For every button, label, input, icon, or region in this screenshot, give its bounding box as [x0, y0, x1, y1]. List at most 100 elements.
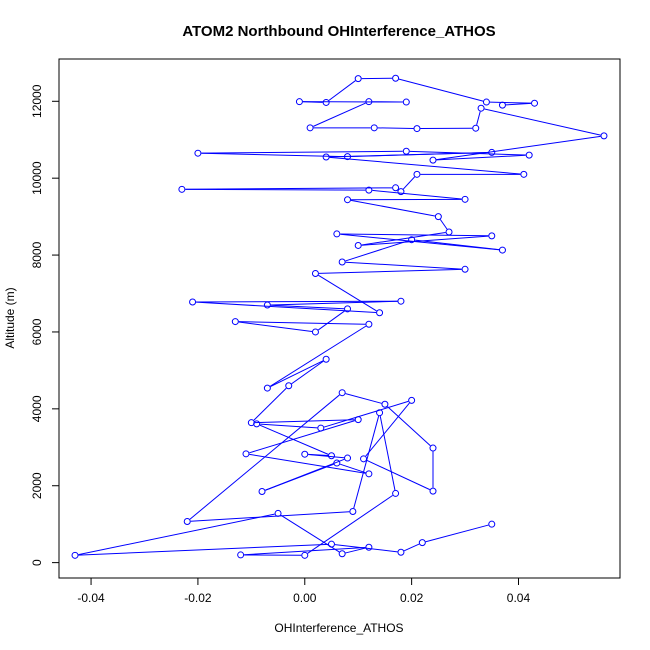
- data-point: [189, 298, 197, 306]
- data-point: [434, 213, 442, 221]
- series-line-segment: [377, 127, 414, 130]
- data-point: [338, 550, 346, 558]
- y-tick-label: 8000: [30, 241, 44, 268]
- data-point: [327, 452, 335, 460]
- series-line-segment: [318, 274, 377, 312]
- data-point: [344, 305, 352, 313]
- data-point: [365, 186, 373, 194]
- series-line-segment: [379, 416, 396, 491]
- series-line-segment: [372, 189, 462, 200]
- series-line-segment: [196, 300, 398, 303]
- series-line-segment: [238, 321, 313, 333]
- data-point: [413, 170, 421, 178]
- y-tick-label: 2000: [30, 472, 44, 499]
- y-tick-label: 10000: [30, 161, 44, 195]
- y-tick-label: 4000: [30, 395, 44, 422]
- series-line-segment: [340, 233, 489, 237]
- series-line-segment: [313, 102, 366, 127]
- series-line-segment: [238, 321, 366, 325]
- y-axis-label: Altitude (m): [3, 287, 17, 348]
- series-line-segment: [190, 511, 350, 522]
- series-line-segment: [345, 261, 462, 270]
- series-line-segment: [353, 415, 380, 509]
- series-line-segment: [249, 453, 366, 474]
- data-point: [402, 147, 410, 155]
- series-line-segment: [439, 219, 448, 230]
- data-point: [306, 124, 314, 132]
- series-line-segment: [324, 400, 409, 428]
- data-point: [397, 548, 405, 556]
- data-point: [317, 424, 325, 432]
- data-point: [344, 153, 352, 161]
- series-line-segment: [201, 150, 403, 154]
- series-line-segment: [196, 301, 377, 314]
- series-line-segment: [270, 300, 398, 306]
- series-line-segment: [280, 514, 340, 553]
- data-point: [488, 520, 496, 528]
- data-point: [392, 184, 400, 192]
- series-line-segment: [345, 547, 366, 554]
- data-point: [472, 124, 480, 132]
- series-line-segment: [78, 543, 329, 556]
- series-line-segment: [436, 154, 526, 161]
- series-line-segment: [307, 494, 393, 554]
- data-point: [322, 355, 330, 363]
- data-point: [376, 309, 384, 317]
- data-point: [242, 450, 250, 458]
- data-point: [327, 540, 335, 548]
- data-point: [520, 170, 528, 178]
- series-line-segment: [318, 310, 345, 331]
- data-point: [322, 98, 330, 106]
- data-point: [178, 185, 186, 193]
- series-line-segment: [270, 325, 367, 387]
- data-point: [392, 489, 400, 497]
- data-point: [498, 246, 506, 254]
- y-tick-label: 6000: [30, 318, 44, 345]
- data-point: [247, 419, 255, 427]
- data-point: [370, 124, 378, 132]
- data-point: [392, 74, 400, 82]
- series-line-segment: [398, 78, 484, 102]
- data-point: [194, 149, 202, 157]
- series-line-segment: [318, 268, 462, 274]
- data-point: [461, 195, 469, 203]
- series-line-segment: [345, 240, 409, 262]
- data-point: [311, 270, 319, 278]
- data-point: [338, 258, 346, 266]
- data-point: [418, 539, 426, 547]
- data-point: [365, 470, 373, 478]
- x-tick-label: 0.04: [507, 591, 531, 605]
- series-line-segment: [329, 156, 521, 175]
- series-line-segment: [185, 187, 393, 190]
- data-point: [333, 459, 341, 467]
- data-point: [498, 101, 506, 109]
- chart-title: ATOM2 Northbound OHInterference_ATHOS: [182, 23, 495, 40]
- series-line-segment: [350, 199, 435, 217]
- series-line-segment: [361, 235, 489, 246]
- data-point: [301, 551, 309, 559]
- data-point: [354, 416, 362, 424]
- x-tick-label: 0.00: [293, 591, 317, 605]
- data-point: [445, 228, 453, 236]
- series-line-segment: [340, 233, 500, 251]
- series-line-segment: [345, 393, 382, 404]
- series-line-segment: [489, 101, 532, 104]
- data-point: [531, 99, 539, 107]
- data-point: [354, 75, 362, 83]
- y-tick-label: 12000: [30, 84, 44, 118]
- x-tick-label: -0.04: [77, 591, 105, 605]
- series-line-segment: [425, 524, 489, 543]
- data-point: [258, 488, 266, 495]
- series-line-segment: [436, 135, 601, 161]
- data-point: [183, 517, 191, 525]
- series-line-segment: [201, 152, 345, 158]
- data-point: [322, 153, 330, 161]
- data-point: [263, 384, 271, 392]
- data-point: [477, 104, 485, 112]
- data-point: [295, 98, 303, 106]
- series-line-segment: [365, 402, 410, 457]
- data-point: [311, 328, 319, 336]
- x-tick-label: 0.02: [400, 591, 424, 605]
- series-line-segment: [244, 546, 366, 556]
